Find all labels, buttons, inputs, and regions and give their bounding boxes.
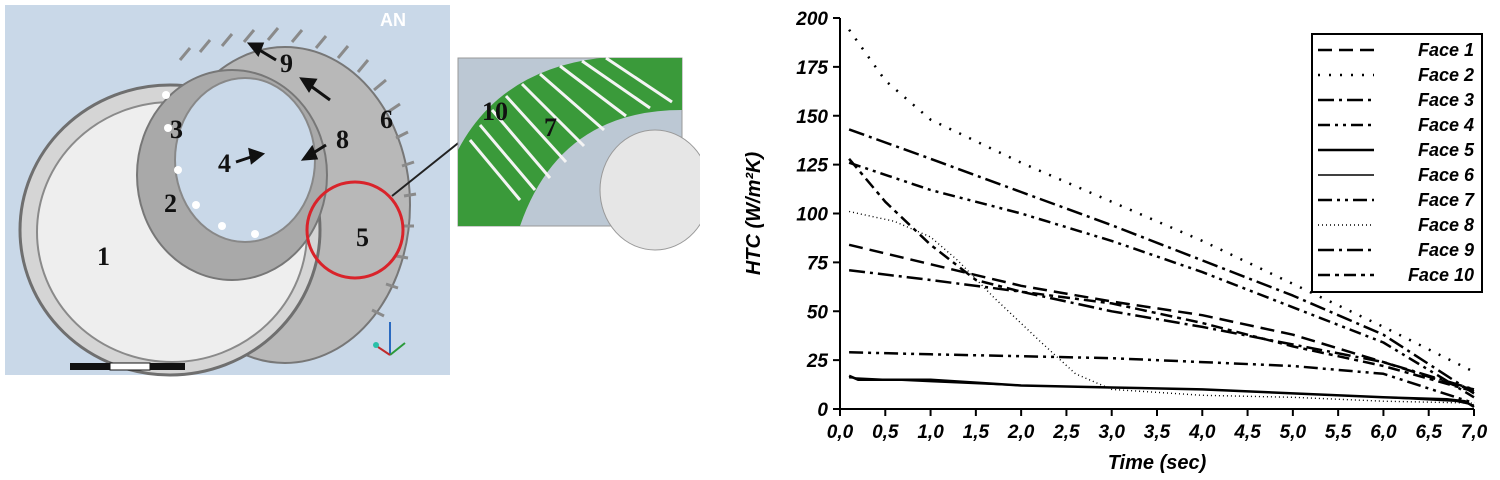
face-label-2: 2 bbox=[164, 189, 177, 218]
x-tick-label: 3,0 bbox=[1099, 422, 1126, 443]
drum-fins bbox=[178, 27, 417, 318]
x-tick-label: 1,5 bbox=[963, 422, 990, 443]
bolt-holes bbox=[162, 91, 259, 238]
legend-entry-2: Face 2 bbox=[1418, 65, 1474, 85]
brake-drum-illustration: AN 1 2 3 4 5 6 8 9 bbox=[5, 5, 700, 377]
face-label-3: 3 bbox=[170, 115, 183, 144]
y-tick-label: 50 bbox=[807, 302, 829, 323]
chart-legend: Face 1 Face 2 Face 3 Face 4 Face 5 Face 6 Face… bbox=[1311, 33, 1483, 293]
x-tick-label: 0,5 bbox=[872, 422, 899, 443]
y-axis-label: HTC (W/m²K) bbox=[743, 152, 765, 276]
htc-line-chart: 0 25 50 75 100 125 150 175 200 0,0 0,5 1,0 1,5 2,0 2,… bbox=[743, 9, 1488, 474]
y-tick-label: 0 bbox=[817, 400, 828, 421]
legend-entry-7: Face 7 bbox=[1418, 190, 1475, 210]
highlight-circle bbox=[305, 180, 405, 280]
y-axis-ticks: 0 25 50 75 100 125 150 175 200 bbox=[795, 9, 840, 421]
legend-entry-6: Face 6 bbox=[1418, 165, 1475, 185]
series-line-3 bbox=[848, 128, 1475, 395]
legend-entry-5: Face 5 bbox=[1418, 140, 1475, 160]
pointer-arrows bbox=[235, 42, 331, 165]
face-label-8: 8 bbox=[336, 125, 349, 154]
face-label-1: 1 bbox=[97, 242, 110, 271]
series-line-6 bbox=[849, 376, 1475, 406]
x-tick-label: 0,0 bbox=[827, 422, 854, 443]
series-line-4 bbox=[848, 161, 1475, 399]
x-tick-label: 5,5 bbox=[1325, 422, 1352, 443]
face-label-5: 5 bbox=[356, 223, 369, 252]
x-axis-label: Time (sec) bbox=[1108, 452, 1207, 474]
zoom-inset: 10 7 bbox=[457, 56, 700, 251]
software-watermark: AN bbox=[380, 10, 406, 30]
scale-bar bbox=[70, 362, 185, 371]
series-line-10 bbox=[848, 157, 1475, 393]
y-tick-label: 200 bbox=[795, 9, 828, 30]
x-tick-label: 5,0 bbox=[1280, 422, 1307, 443]
series-lines bbox=[848, 28, 1475, 409]
series-line-9 bbox=[848, 268, 1475, 391]
x-tick-label: 3,5 bbox=[1144, 422, 1171, 443]
series-line-7 bbox=[849, 351, 1475, 405]
x-tick-label: 6,0 bbox=[1370, 422, 1397, 443]
y-tick-label: 125 bbox=[796, 156, 828, 177]
y-tick-label: 75 bbox=[807, 253, 829, 274]
x-tick-label: 2,0 bbox=[1007, 422, 1035, 443]
x-tick-label: 2,5 bbox=[1052, 422, 1080, 443]
legend-entry-1: Face 1 bbox=[1418, 40, 1474, 60]
legend-box bbox=[1311, 33, 1483, 293]
y-tick-label: 25 bbox=[806, 351, 829, 372]
x-tick-label: 4,5 bbox=[1233, 422, 1261, 443]
y-tick-label: 100 bbox=[796, 205, 828, 226]
face-label-9: 9 bbox=[280, 49, 293, 78]
y-tick-label: 175 bbox=[796, 58, 828, 79]
x-tick-label: 7,0 bbox=[1461, 422, 1488, 443]
zoom-leader-line bbox=[391, 139, 463, 197]
x-tick-label: 1,0 bbox=[917, 422, 944, 443]
y-tick-label: 150 bbox=[796, 107, 828, 128]
legend-entry-3: Face 3 bbox=[1418, 90, 1474, 110]
legend-entry-10: Face 10 bbox=[1408, 265, 1474, 285]
face-label-7: 7 bbox=[544, 113, 557, 142]
x-tick-label: 6,5 bbox=[1416, 422, 1443, 443]
face-label-6: 6 bbox=[380, 105, 393, 134]
legend-entry-4: Face 4 bbox=[1418, 115, 1474, 135]
x-axis-ticks: 0,0 0,5 1,0 1,5 2,0 2,5 3,0 3,5 4,0 4,5 5,0 5,5 6,0 6… bbox=[827, 409, 1488, 443]
x-tick-label: 4,0 bbox=[1188, 422, 1216, 443]
axis-triad-icon bbox=[373, 322, 406, 356]
legend-entry-8: Face 8 bbox=[1418, 215, 1474, 235]
legend-entry-9: Face 9 bbox=[1418, 240, 1474, 260]
series-line-8 bbox=[848, 210, 1475, 404]
face-label-10: 10 bbox=[482, 97, 508, 126]
face-label-4: 4 bbox=[218, 149, 231, 178]
series-line-5 bbox=[848, 374, 1475, 409]
